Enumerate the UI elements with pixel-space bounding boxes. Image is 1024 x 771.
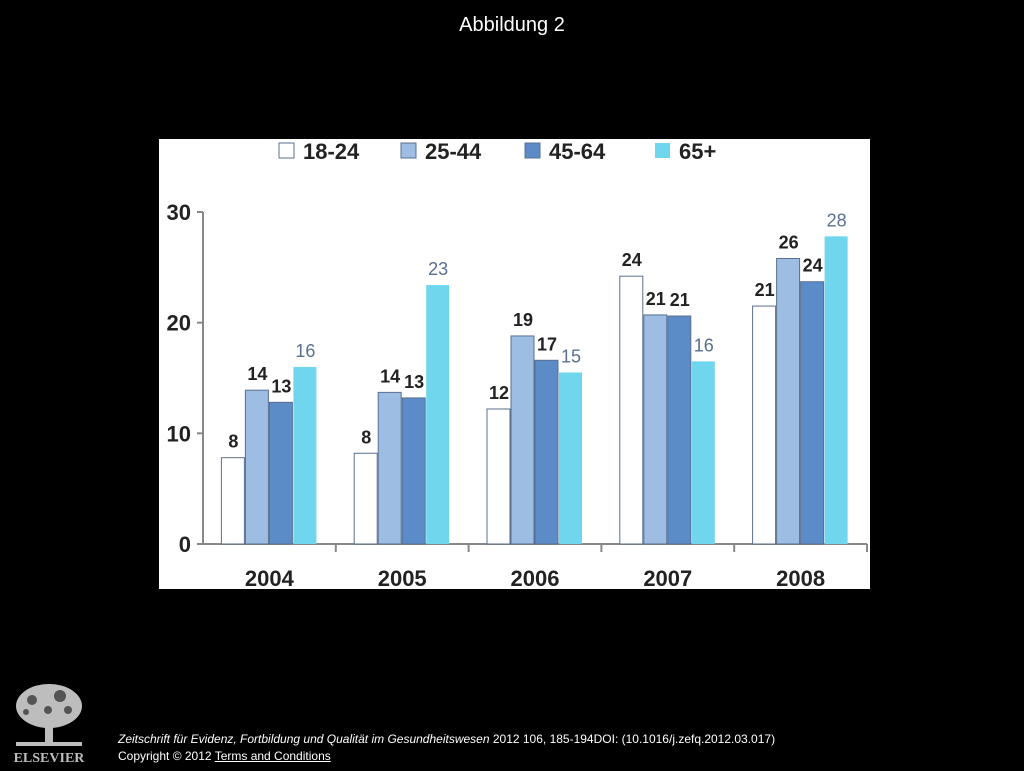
legend-swatch xyxy=(655,143,670,158)
data-label: 19 xyxy=(513,310,533,330)
legend-label: 45-64 xyxy=(549,139,606,164)
data-label: 8 xyxy=(228,432,238,452)
bar-65+ xyxy=(691,361,715,544)
bar-18-24 xyxy=(220,457,245,545)
x-tick-label: 2007 xyxy=(643,566,692,589)
chart-panel: 0 10 20 30 2004 8 14 13 16 2005 8 14 13 23 2006 12 19 17 1… xyxy=(159,139,870,589)
data-label: 28 xyxy=(827,210,847,230)
bar-25-44 xyxy=(377,391,402,545)
data-label: 26 xyxy=(779,232,799,252)
bar-45-64 xyxy=(667,315,692,545)
bar-65+ xyxy=(426,285,450,544)
data-label: 21 xyxy=(646,289,666,309)
legend-swatch xyxy=(400,142,417,159)
copyright-line: Copyright © 2012 Terms and Conditions xyxy=(118,748,775,765)
data-label: 17 xyxy=(537,334,557,354)
x-tick-label: 2006 xyxy=(511,566,560,589)
bar-25-44 xyxy=(643,314,668,545)
data-label: 24 xyxy=(803,256,823,276)
y-tick-label: 20 xyxy=(167,311,191,336)
elsevier-tree-icon: ELSEVIER xyxy=(10,680,88,766)
bar-45-64 xyxy=(401,397,426,545)
bar-45-64 xyxy=(534,359,559,545)
x-tick-label: 2008 xyxy=(776,566,825,589)
legend-label: 25-44 xyxy=(425,139,482,164)
data-label: 16 xyxy=(295,341,315,361)
bar-65+ xyxy=(824,236,848,544)
data-label: 23 xyxy=(428,259,448,279)
data-label: 24 xyxy=(622,250,642,270)
bar-18-24 xyxy=(486,408,511,545)
data-label: 8 xyxy=(361,427,371,447)
x-tick-label: 2005 xyxy=(378,566,427,589)
data-label: 21 xyxy=(670,290,690,310)
data-label: 13 xyxy=(271,376,291,396)
data-label: 14 xyxy=(380,366,400,386)
logo-text: ELSEVIER xyxy=(14,751,86,766)
data-label: 13 xyxy=(404,372,424,392)
copyright-text: Copyright © 2012 xyxy=(118,749,212,763)
bar-18-24 xyxy=(752,305,777,545)
legend-swatch xyxy=(524,142,541,159)
legend-label: 65+ xyxy=(679,139,716,164)
bar-18-24 xyxy=(619,275,644,545)
x-tick-label: 2004 xyxy=(245,566,295,589)
data-label: 16 xyxy=(694,335,714,355)
elsevier-logo: ELSEVIER xyxy=(10,680,88,766)
bar-45-64 xyxy=(800,281,825,545)
data-label: 21 xyxy=(755,280,775,300)
bar-25-44 xyxy=(244,389,269,545)
bar-45-64 xyxy=(268,401,293,545)
bar-65+ xyxy=(559,372,582,544)
y-tick-label: 30 xyxy=(167,200,191,225)
data-label: 14 xyxy=(247,364,267,384)
footer: Zeitschrift für Evidenz, Fortbildung und… xyxy=(118,731,775,765)
y-tick-label: 10 xyxy=(167,421,191,446)
bar-18-24 xyxy=(353,452,378,545)
legend-swatch xyxy=(278,142,295,159)
citation-line: Zeitschrift für Evidenz, Fortbildung und… xyxy=(118,731,775,748)
legend-label: 18-24 xyxy=(303,139,360,164)
bar-65+ xyxy=(293,366,317,544)
slide-title: Abbildung 2 xyxy=(459,14,565,36)
terms-link[interactable]: Terms and Conditions xyxy=(214,749,331,763)
data-label: 15 xyxy=(561,346,581,366)
y-tick-label: 0 xyxy=(179,532,191,557)
journal-name: Zeitschrift für Evidenz, Fortbildung und… xyxy=(118,732,490,746)
citation-details: 2012 106, 185-194DOI: (10.1016/j.zefq.20… xyxy=(489,732,776,746)
bar-25-44 xyxy=(776,257,801,545)
bar-25-44 xyxy=(510,335,535,545)
data-label: 12 xyxy=(489,383,509,403)
